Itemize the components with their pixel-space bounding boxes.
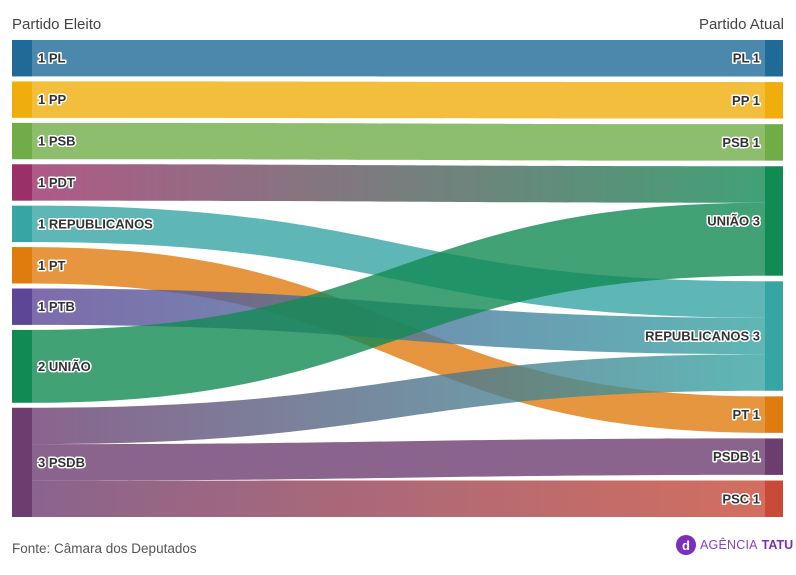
left-node-label: 2 UNIÃO <box>38 359 91 374</box>
left-axis-title: Partido Eleito <box>12 16 102 33</box>
left-node-label: 1 PL <box>38 51 66 66</box>
left-node-label: 1 PSB <box>38 134 76 149</box>
logo-text-light: AGÊNCIA <box>700 538 758 552</box>
right-node-label: PSDB 1 <box>713 449 760 464</box>
right-node-label: PL 1 <box>733 51 760 66</box>
right-node <box>765 396 783 433</box>
logo-mark-icon: d <box>676 535 696 555</box>
right-node-label: REPUBLICANOS 3 <box>645 329 760 344</box>
left-node-label: 1 PT <box>38 258 66 273</box>
left-node <box>12 329 32 403</box>
right-node <box>765 82 783 119</box>
sankey-link <box>32 81 765 119</box>
source-note: Fonte: Câmara dos Deputados <box>12 541 197 556</box>
right-axis-title: Partido Atual <box>698 16 784 33</box>
left-node-label: 1 PP <box>38 92 67 107</box>
right-node-label: PSB 1 <box>722 135 760 150</box>
right-node <box>765 281 783 391</box>
left-node <box>12 81 32 118</box>
left-node <box>12 205 32 243</box>
sankey-link <box>32 40 765 77</box>
sankey-link <box>32 480 765 517</box>
sankey-link <box>32 164 765 203</box>
right-node-label: PSC 1 <box>722 491 760 506</box>
left-node <box>12 247 32 284</box>
left-node-label: 3 PSDB <box>38 455 85 470</box>
sankey-link <box>32 205 765 318</box>
sankey-link <box>32 122 765 161</box>
right-node <box>765 40 783 77</box>
right-node-label: UNIÃO 3 <box>707 213 760 228</box>
right-node-label: PP 1 <box>732 93 760 108</box>
left-node <box>12 40 32 77</box>
right-node <box>765 124 783 161</box>
left-node-label: 1 PDT <box>38 175 75 190</box>
right-node <box>765 480 783 517</box>
left-node <box>12 122 32 160</box>
sankey-link <box>32 354 765 445</box>
left-node <box>12 288 32 325</box>
sankey-link <box>32 438 765 481</box>
right-node <box>765 438 783 475</box>
left-node <box>12 407 32 517</box>
right-node-label: PT 1 <box>733 407 760 422</box>
logo-text-bold: TATU <box>761 538 794 552</box>
right-node <box>765 166 783 276</box>
left-node-label: 1 PTB <box>38 299 75 314</box>
left-node-label: 1 REPUBLICANOS <box>38 216 153 231</box>
left-node <box>12 164 32 201</box>
sankey-link <box>32 202 765 403</box>
agencia-tatu-logo: d AGÊNCIA TATU <box>676 535 793 555</box>
